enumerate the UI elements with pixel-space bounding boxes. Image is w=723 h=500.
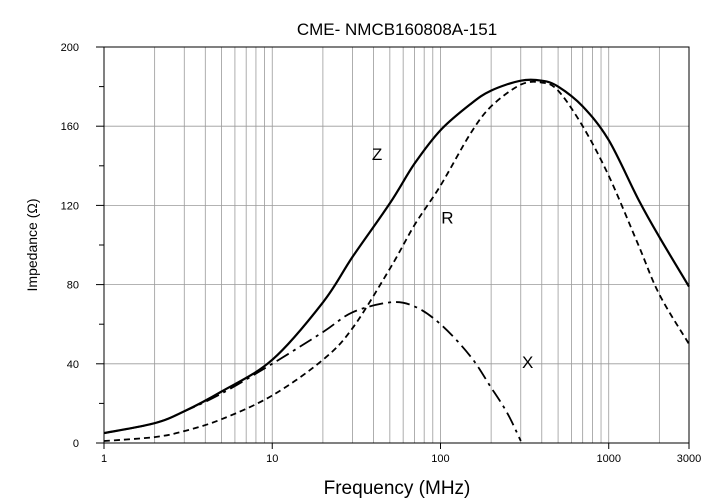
x-tick-label: 100	[431, 453, 449, 465]
y-tick-label: 40	[67, 359, 79, 371]
y-tick-label: 120	[61, 200, 79, 212]
series-x-line	[103, 301, 522, 442]
series-z-line	[103, 78, 690, 435]
x-tick-label: 10	[266, 453, 278, 465]
chart-title: CME- NMCB160808A-151	[297, 20, 497, 39]
y-tick-label: 160	[61, 121, 79, 133]
curve-label-r: R	[441, 208, 453, 227]
y-tick-label: 200	[61, 42, 79, 54]
curve-label-z: Z	[372, 145, 382, 164]
y-axis-title: Impedance (Ω)	[24, 199, 40, 292]
x-tick-label: 1000	[596, 453, 620, 465]
grid	[103, 46, 690, 444]
x-tick-labels: 1 10 100 1000 3000	[101, 453, 701, 465]
x-tick-label: 3000	[677, 453, 701, 465]
y-tick-labels: 0 40 80 120 160 200	[61, 42, 79, 450]
y-tick-label: 0	[73, 438, 79, 450]
curve-labels: Z R X	[372, 145, 533, 372]
x-axis-title: Frequency (MHz)	[324, 478, 471, 499]
x-tick-label: 1	[101, 453, 107, 465]
y-tick-label: 80	[67, 280, 79, 292]
curve-label-x: X	[522, 353, 533, 372]
axis-ticks	[96, 46, 690, 449]
series-lines	[103, 78, 690, 442]
